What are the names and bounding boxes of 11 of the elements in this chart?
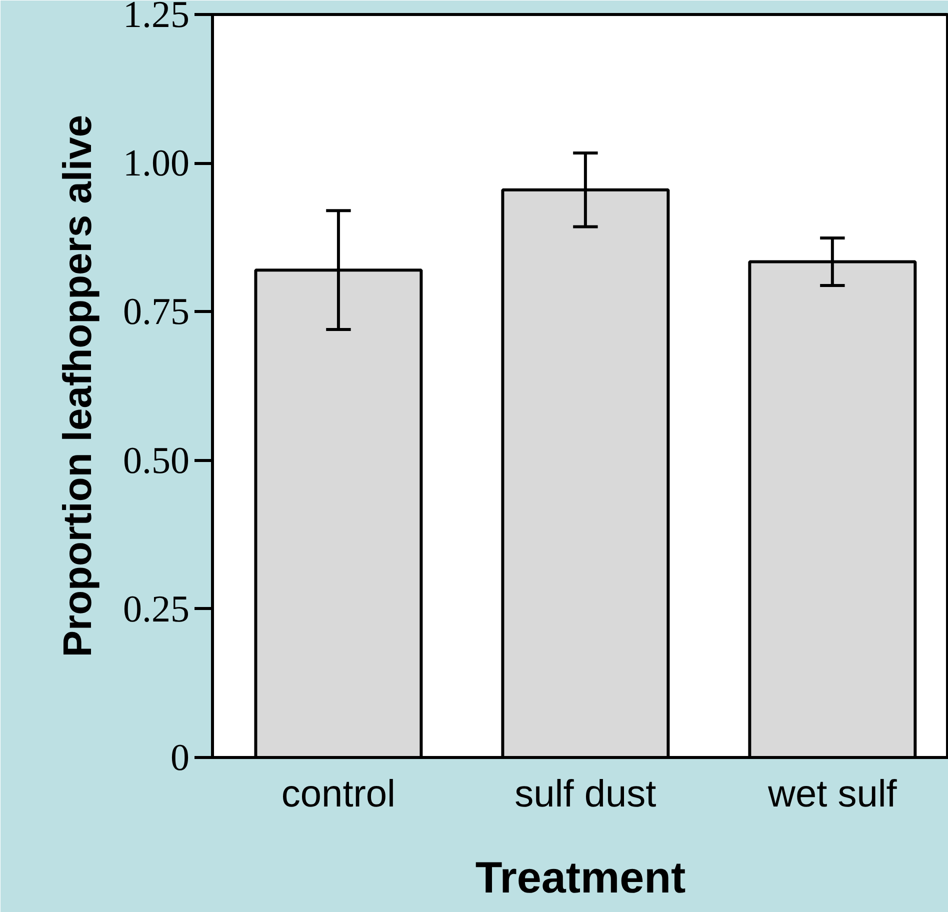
y-tick-label: 1.25 xyxy=(123,0,190,36)
y-tick-label: 0 xyxy=(170,737,190,779)
x-axis-title: Treatment xyxy=(475,854,686,902)
x-tick-label: sulf dust xyxy=(514,774,657,816)
y-axis-title: Proportion leafhoppers alive xyxy=(56,114,100,658)
y-tick-label: 0.75 xyxy=(123,291,190,334)
y-tick-label: 1.00 xyxy=(123,142,190,185)
x-tick-label: wet sulf xyxy=(767,774,898,816)
y-tick-label: 0.25 xyxy=(123,588,190,630)
y-tick-label: 0.50 xyxy=(123,440,190,482)
x-tick-label: control xyxy=(281,774,396,816)
